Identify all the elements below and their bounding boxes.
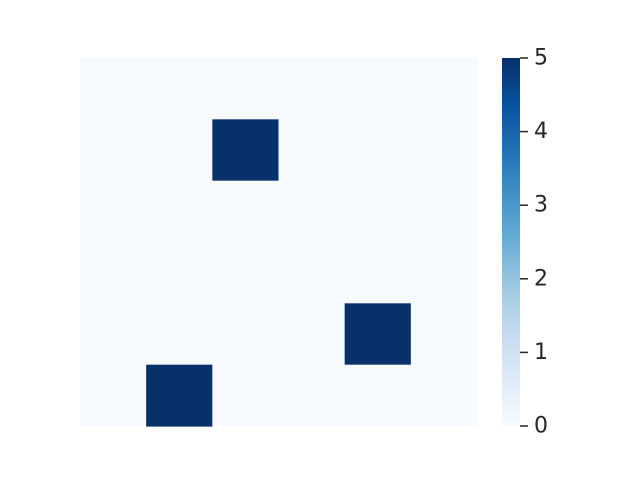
heatmap-cell-r0-c5 — [410, 58, 478, 120]
heatmap-cell-r3-c5 — [410, 242, 478, 304]
heatmap-cell-r1-c4 — [344, 119, 412, 182]
heatmap-cell-r4-c4 — [344, 303, 412, 366]
heatmap-cell-r4-c5 — [410, 303, 478, 366]
heatmap-cell-r1-c2 — [212, 119, 280, 182]
heatmap-cell-r1-c3 — [278, 119, 346, 182]
heatmap-cell-r2-c3 — [278, 180, 346, 243]
heatmap-cell-r4-c2 — [212, 303, 280, 366]
heatmap-cell-r3-c2 — [212, 242, 280, 304]
colorbar-ticks: 0 1 2 3 4 5 — [520, 46, 548, 439]
heatmap-cell-r3-c3 — [278, 242, 346, 304]
heatmap-cell-r2-c1 — [146, 180, 213, 243]
heatmap-cell-r0-c2 — [212, 58, 280, 120]
heatmap-cell-r2-c0 — [80, 180, 147, 243]
heatmap-cell-r0-c3 — [278, 58, 346, 120]
colorbar-tick-label: 5 — [534, 46, 548, 71]
colorbar-tick-label: 1 — [534, 340, 548, 365]
heatmap-cell-r0-c0 — [80, 58, 147, 120]
heatmap-cell-r1-c0 — [80, 119, 147, 182]
heatmap-cell-r3-c0 — [80, 242, 147, 304]
heatmap-cell-r4-c1 — [146, 303, 213, 366]
heatmap-cell-r1-c1 — [146, 119, 213, 182]
colorbar-tick-label: 0 — [534, 414, 548, 439]
heatmap-cell-r5-c2 — [212, 364, 280, 427]
heatmap-cell-r4-c0 — [80, 303, 147, 366]
heatmap-cell-r5-c1 — [146, 364, 213, 427]
heatmap-cell-r0-c4 — [344, 58, 412, 120]
heatmap-grid — [80, 58, 478, 427]
heatmap-cell-r2-c5 — [410, 180, 478, 243]
heatmap-cell-r5-c5 — [410, 364, 478, 427]
heatmap-cell-r5-c3 — [278, 364, 346, 427]
heatmap-cell-r3-c1 — [146, 242, 213, 304]
colorbar — [502, 58, 520, 426]
heatmap-cell-r5-c4 — [344, 364, 412, 427]
heatmap-cell-r0-c1 — [146, 58, 213, 120]
colorbar-tick-label: 4 — [534, 119, 548, 144]
colorbar-tick-label: 2 — [534, 266, 548, 291]
heatmap-cell-r2-c2 — [212, 180, 280, 243]
heatmap-cell-r5-c0 — [80, 364, 147, 427]
colorbar-tick-label: 3 — [534, 193, 548, 218]
heatmap-cell-r2-c4 — [344, 180, 412, 243]
heatmap-cell-r4-c3 — [278, 303, 346, 366]
heatmap-cell-r3-c4 — [344, 242, 412, 304]
heatmap-cell-r1-c5 — [410, 119, 478, 182]
